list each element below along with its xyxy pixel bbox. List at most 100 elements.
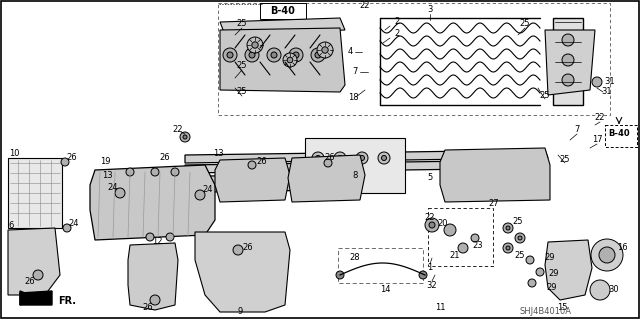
- Text: 25: 25: [237, 87, 247, 97]
- Text: 30: 30: [609, 286, 620, 294]
- Bar: [605, 125, 637, 147]
- Circle shape: [223, 48, 237, 62]
- Text: 27: 27: [489, 199, 499, 209]
- Circle shape: [562, 74, 574, 86]
- Circle shape: [336, 271, 344, 279]
- Text: 25: 25: [515, 250, 525, 259]
- Text: 2: 2: [394, 18, 399, 26]
- Polygon shape: [95, 181, 383, 194]
- Polygon shape: [8, 228, 60, 295]
- Text: 24: 24: [203, 186, 213, 195]
- Text: 31: 31: [605, 78, 615, 86]
- Text: SHJ4B4010A: SHJ4B4010A: [519, 308, 571, 316]
- Circle shape: [166, 233, 174, 241]
- Circle shape: [471, 234, 479, 242]
- Text: 6: 6: [8, 220, 13, 229]
- Text: 8: 8: [352, 170, 358, 180]
- Bar: [260, 3, 306, 19]
- Text: 10: 10: [9, 149, 19, 158]
- Text: 26: 26: [160, 153, 170, 162]
- Circle shape: [283, 53, 297, 67]
- Text: 4: 4: [348, 48, 353, 56]
- Circle shape: [311, 48, 325, 62]
- Text: 31: 31: [602, 87, 612, 97]
- Text: B-40: B-40: [271, 6, 296, 16]
- Text: 25: 25: [513, 218, 524, 226]
- Circle shape: [312, 152, 324, 164]
- Bar: [338, 248, 423, 283]
- Text: 7: 7: [574, 125, 580, 135]
- Text: 26: 26: [25, 278, 35, 286]
- Polygon shape: [288, 155, 365, 202]
- Circle shape: [322, 47, 328, 53]
- Text: 22: 22: [360, 2, 371, 11]
- Text: 23: 23: [473, 241, 483, 249]
- Text: 15: 15: [557, 303, 567, 313]
- Text: 13: 13: [212, 149, 223, 158]
- Polygon shape: [90, 165, 215, 240]
- Text: 5: 5: [428, 174, 433, 182]
- Circle shape: [180, 132, 190, 142]
- Polygon shape: [20, 291, 52, 305]
- Circle shape: [248, 161, 256, 169]
- Circle shape: [334, 152, 346, 164]
- Circle shape: [518, 236, 522, 240]
- Circle shape: [591, 239, 623, 271]
- Text: 2: 2: [394, 29, 399, 39]
- Polygon shape: [95, 173, 383, 186]
- Circle shape: [506, 226, 510, 230]
- Circle shape: [381, 155, 387, 160]
- Text: 25: 25: [237, 19, 247, 28]
- Text: 25: 25: [540, 91, 550, 100]
- Text: 29: 29: [547, 284, 557, 293]
- Circle shape: [444, 224, 456, 236]
- Circle shape: [151, 168, 159, 176]
- Polygon shape: [8, 158, 62, 228]
- Circle shape: [146, 233, 154, 241]
- Text: 3: 3: [428, 5, 433, 14]
- Circle shape: [227, 52, 233, 58]
- Text: 13: 13: [102, 170, 112, 180]
- Circle shape: [425, 218, 439, 232]
- Circle shape: [171, 168, 179, 176]
- Circle shape: [378, 152, 390, 164]
- Text: 21: 21: [450, 250, 460, 259]
- Polygon shape: [128, 243, 178, 310]
- Text: 26: 26: [67, 152, 77, 161]
- Text: 16: 16: [617, 243, 627, 253]
- Polygon shape: [185, 160, 548, 173]
- Polygon shape: [545, 30, 595, 95]
- Text: 25: 25: [520, 19, 531, 28]
- Circle shape: [252, 42, 258, 48]
- Text: 25: 25: [237, 61, 247, 70]
- Text: 9: 9: [237, 308, 243, 316]
- Circle shape: [562, 34, 574, 46]
- Circle shape: [195, 190, 205, 200]
- Circle shape: [419, 271, 427, 279]
- Circle shape: [592, 77, 602, 87]
- Polygon shape: [195, 232, 290, 312]
- Circle shape: [317, 42, 333, 58]
- Polygon shape: [440, 148, 550, 202]
- Text: 12: 12: [152, 238, 163, 247]
- Text: 11: 11: [435, 303, 445, 313]
- Text: 29: 29: [548, 270, 559, 278]
- Circle shape: [33, 270, 43, 280]
- Circle shape: [356, 152, 368, 164]
- Circle shape: [590, 280, 610, 300]
- Circle shape: [324, 159, 332, 167]
- Polygon shape: [215, 158, 290, 202]
- Circle shape: [506, 246, 510, 250]
- Circle shape: [360, 155, 365, 160]
- Circle shape: [61, 158, 69, 166]
- Circle shape: [271, 52, 277, 58]
- Circle shape: [293, 52, 299, 58]
- Text: 24: 24: [68, 219, 79, 227]
- Circle shape: [503, 223, 513, 233]
- Bar: [553, 18, 583, 105]
- Circle shape: [183, 135, 187, 139]
- Circle shape: [126, 168, 134, 176]
- Bar: [428, 208, 493, 266]
- Text: 14: 14: [380, 286, 390, 294]
- Text: 26: 26: [143, 303, 154, 313]
